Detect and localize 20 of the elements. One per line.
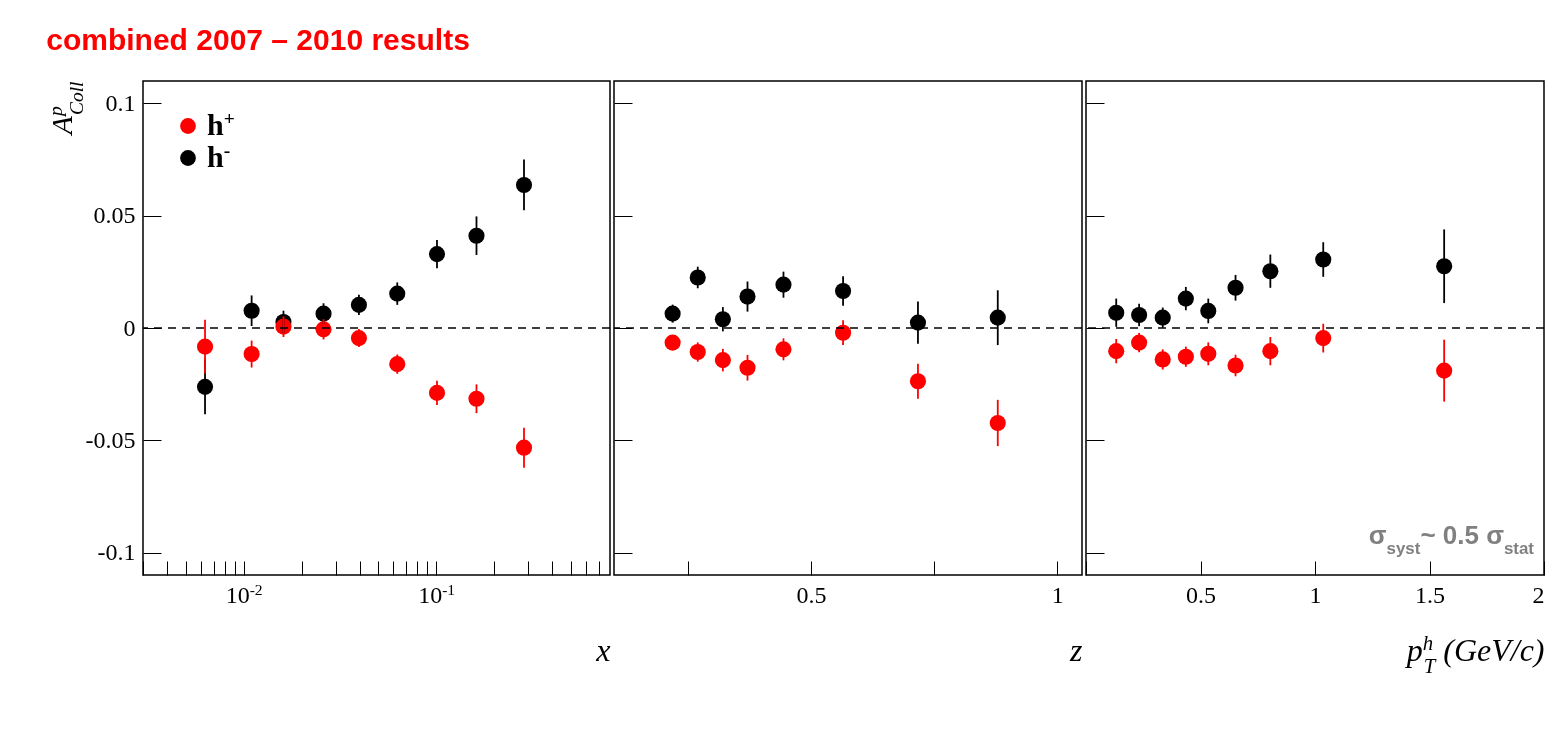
annotation: σ$_{syst}$~ 0.5 σ$_{stat}$	[1368, 520, 1535, 558]
legend-label: h$^{-}$	[207, 139, 231, 173]
x-tick-label: 1	[1309, 581, 1322, 608]
x-tick-label: 2	[1532, 581, 1545, 608]
x-tick-label: 0.5	[796, 581, 827, 608]
x-axis-title: p$^{h}$$_{T}$ (GeV/c)	[1404, 630, 1545, 676]
y-tick-label: 0.05	[93, 202, 136, 229]
y-tick-label: 0.1	[105, 89, 136, 116]
x-axis-title: x	[595, 631, 611, 668]
x-tick-label: 10$^{-1}$	[418, 580, 456, 608]
x-tick-label: 1.5	[1415, 581, 1445, 608]
x-axis-title: z	[1069, 631, 1084, 668]
x-tick-label: 1	[1051, 581, 1064, 608]
chart-title: combined 2007 – 2010 results	[46, 23, 470, 57]
x-tick-label: 10$^{-2}$	[225, 580, 263, 608]
y-tick-label: 0	[123, 314, 136, 341]
y-tick-label: -0.1	[97, 539, 136, 566]
x-tick-label: 0.5	[1186, 581, 1216, 608]
legend-label: h$^{+}$	[207, 107, 235, 141]
y-tick-label: -0.05	[85, 426, 136, 453]
